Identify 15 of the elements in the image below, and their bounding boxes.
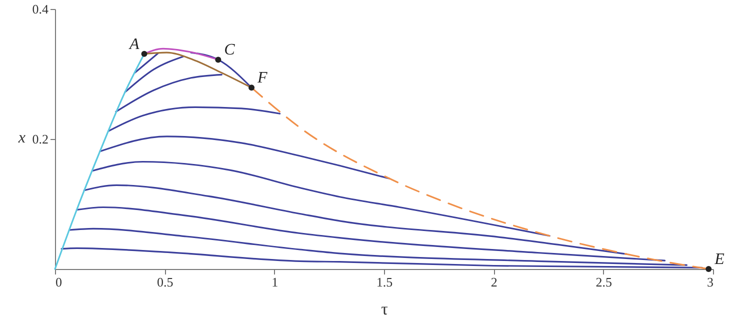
x-tick-label: 2.5 <box>596 274 612 290</box>
x-tick-label: 1 <box>272 274 278 290</box>
annotation: A <box>128 36 140 53</box>
x-tick-label: 0.5 <box>157 274 174 290</box>
annotation: E <box>714 251 725 268</box>
y-tick-label: 0.2 <box>32 132 48 146</box>
y-axis-title: x <box>17 130 26 146</box>
x-tick-label: 2 <box>490 274 498 290</box>
annotation: F <box>256 70 268 87</box>
x-tick-label: 1.5 <box>376 274 393 290</box>
y-tick-label: 0.4 <box>32 2 49 16</box>
x-tick-label: 3 <box>707 274 714 290</box>
annotation: C <box>224 42 236 59</box>
x-tick-label: 0 <box>56 274 62 290</box>
x-axis-title: τ <box>381 300 388 318</box>
